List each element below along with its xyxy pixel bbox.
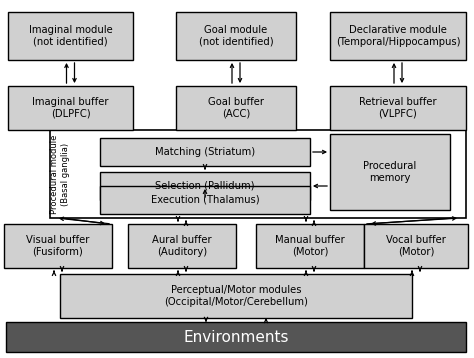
Text: Vocal buffer
(Motor): Vocal buffer (Motor)	[386, 235, 446, 257]
Text: Procedural module
(Basal ganglia): Procedural module (Basal ganglia)	[50, 134, 70, 214]
Text: Selection (Pallidum): Selection (Pallidum)	[155, 181, 255, 191]
Text: Procedural
memory: Procedural memory	[364, 161, 417, 183]
Text: Declarative module
(Temporal/Hippocampus): Declarative module (Temporal/Hippocampus…	[336, 25, 460, 47]
Text: Imaginal module
(not identified): Imaginal module (not identified)	[28, 25, 112, 47]
Text: Retrieval buffer
(VLPFC): Retrieval buffer (VLPFC)	[359, 97, 437, 119]
Bar	[330, 134, 450, 210]
Bar	[176, 86, 296, 130]
Bar	[60, 274, 412, 318]
Bar	[50, 130, 466, 218]
Text: Perceptual/Motor modules
(Occipital/Motor/Cerebellum): Perceptual/Motor modules (Occipital/Moto…	[164, 285, 308, 307]
Bar	[176, 12, 296, 60]
Text: Matching (Striatum): Matching (Striatum)	[155, 147, 255, 157]
Bar	[364, 224, 468, 268]
Bar	[330, 12, 466, 60]
Text: Execution (Thalamus): Execution (Thalamus)	[151, 195, 259, 205]
Bar	[6, 322, 466, 352]
Bar	[256, 224, 364, 268]
Text: Manual buffer
(Motor): Manual buffer (Motor)	[275, 235, 345, 257]
Bar	[4, 224, 112, 268]
Text: Goal module
(not identified): Goal module (not identified)	[199, 25, 273, 47]
Bar	[100, 186, 310, 214]
Bar	[128, 224, 236, 268]
Text: Goal buffer
(ACC): Goal buffer (ACC)	[208, 97, 264, 119]
Bar	[100, 138, 310, 166]
Bar	[330, 86, 466, 130]
Bar	[8, 86, 133, 130]
Bar	[8, 12, 133, 60]
Text: Aural buffer
(Auditory): Aural buffer (Auditory)	[152, 235, 212, 257]
Text: Visual buffer
(Fusiform): Visual buffer (Fusiform)	[27, 235, 90, 257]
Text: Imaginal buffer
(DLPFC): Imaginal buffer (DLPFC)	[32, 97, 109, 119]
Text: Environments: Environments	[183, 329, 289, 344]
Bar	[100, 172, 310, 200]
